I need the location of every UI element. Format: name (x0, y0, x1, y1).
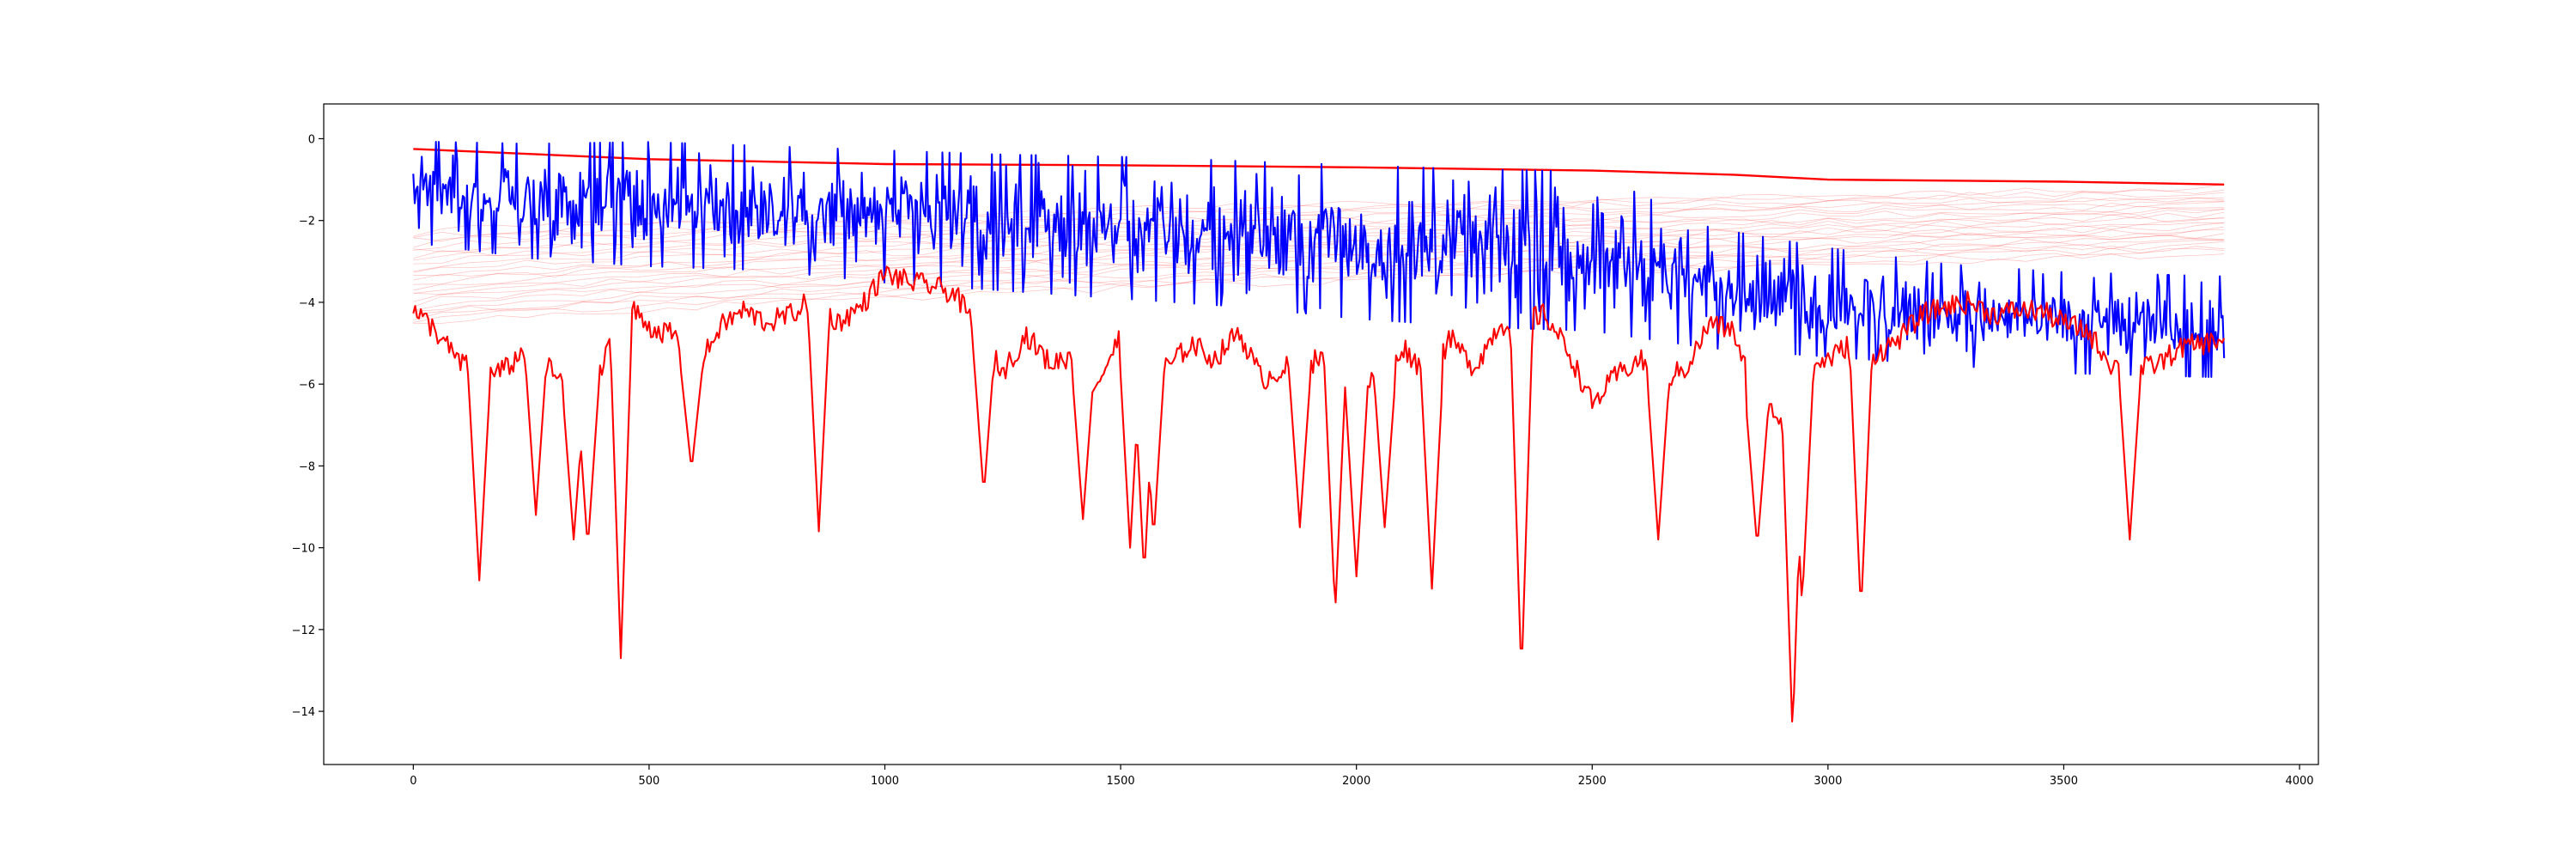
x-tick-label: 1000 (871, 775, 899, 788)
x-tick-label: 1500 (1107, 775, 1135, 788)
noisy-signal-line (412, 141, 2226, 378)
x-tick-label: 2000 (1342, 775, 1370, 788)
upper-envelope-line (413, 148, 2225, 186)
lower-envelope-line (412, 265, 2226, 723)
x-tick-label: 4000 (2285, 775, 2313, 788)
faint-band-line (413, 246, 2225, 320)
y-tick-label: −2 (299, 216, 315, 228)
x-tick-label: 500 (639, 775, 660, 788)
plot-frame (323, 103, 2319, 765)
upper-envelope-series (413, 148, 2225, 186)
x-tick-label: 3000 (1814, 775, 1842, 788)
x-tick-label: 0 (410, 775, 416, 788)
y-tick-label: −12 (292, 624, 315, 637)
y-tick-label: −14 (292, 706, 315, 719)
x-axis: 0 500 1000 1500 2000 2500 3000 3500 4000 (410, 765, 2314, 788)
x-tick-label: 2500 (1578, 775, 1607, 788)
faint-band-line (413, 248, 2225, 323)
lower-envelope-series (412, 265, 2226, 723)
y-tick-label: −8 (299, 460, 315, 473)
y-tick-label: −10 (292, 543, 315, 556)
y-tick-label: −6 (299, 379, 315, 392)
y-axis: 0 −2 −4 −6 −8 −10 −12 −14 (292, 133, 324, 719)
noisy-signal-series (412, 141, 2226, 378)
y-tick-label: 0 (308, 133, 315, 146)
x-tick-label: 3500 (2050, 775, 2078, 788)
faint-band-line (413, 253, 2225, 324)
y-tick-label: −4 (299, 297, 315, 310)
